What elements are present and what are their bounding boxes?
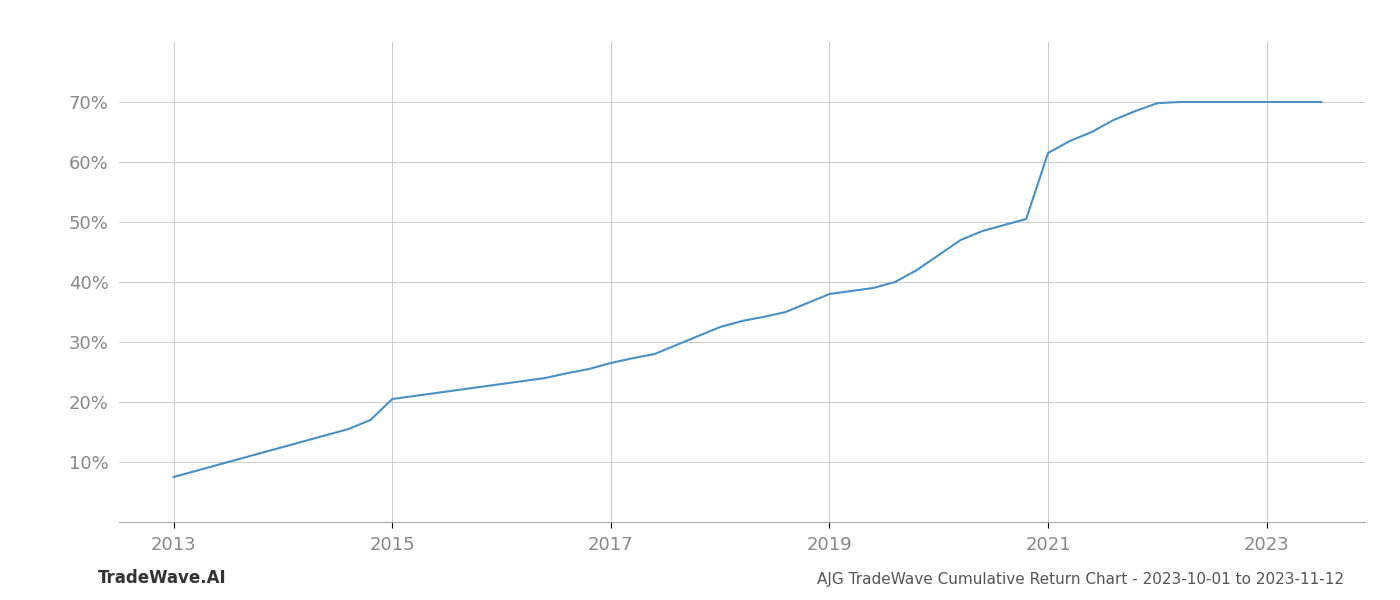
Text: AJG TradeWave Cumulative Return Chart - 2023-10-01 to 2023-11-12: AJG TradeWave Cumulative Return Chart - … [818, 572, 1344, 587]
Text: TradeWave.AI: TradeWave.AI [98, 569, 227, 587]
